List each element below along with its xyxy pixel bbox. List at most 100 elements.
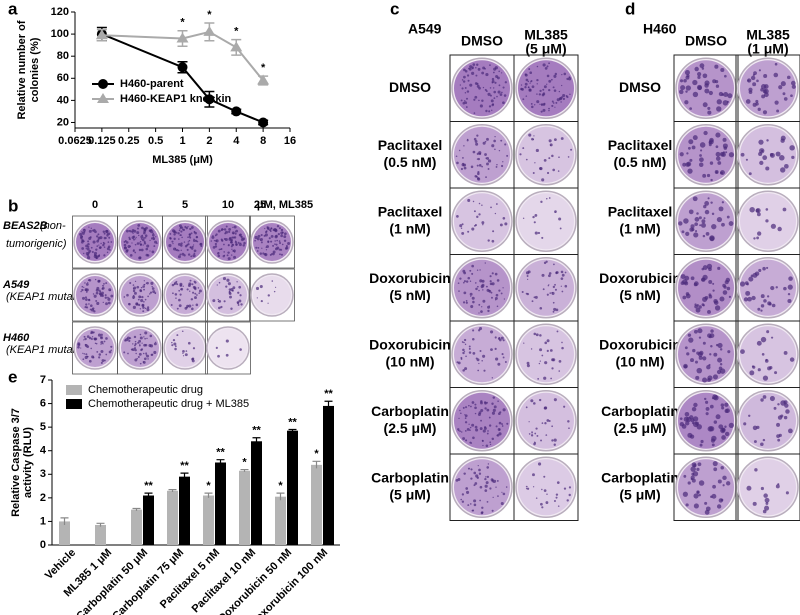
colony — [502, 287, 504, 289]
legend-label: Chemotherapeutic drug — [88, 384, 203, 396]
colony — [685, 85, 691, 91]
colony — [463, 472, 466, 475]
colony — [477, 157, 480, 161]
colony — [554, 288, 557, 291]
colony — [231, 236, 234, 239]
colony — [171, 240, 174, 243]
colony — [464, 87, 467, 89]
colony — [192, 244, 195, 246]
colony — [552, 285, 556, 289]
colony — [491, 377, 494, 379]
colony — [455, 155, 458, 158]
colony — [484, 67, 486, 70]
colony — [493, 97, 496, 100]
colony — [495, 293, 499, 297]
colony — [460, 498, 463, 501]
colony — [498, 70, 500, 73]
colony — [481, 165, 483, 168]
colony — [475, 142, 479, 146]
colony — [720, 170, 725, 176]
row-label: (1 nM) — [389, 220, 430, 236]
colony — [173, 231, 176, 233]
colony — [101, 287, 104, 290]
colony — [100, 343, 102, 345]
colony — [84, 282, 86, 284]
colony — [776, 434, 780, 439]
colony — [728, 152, 735, 158]
colony — [146, 308, 150, 312]
colony — [87, 245, 90, 248]
colony — [466, 427, 470, 431]
colony — [95, 342, 98, 345]
colony — [268, 237, 271, 240]
colony — [484, 140, 487, 143]
colony — [564, 271, 567, 274]
colony — [480, 400, 483, 403]
colony — [482, 289, 484, 291]
colony — [491, 509, 494, 512]
colony — [728, 221, 734, 226]
colony — [146, 337, 148, 340]
error-bar — [132, 507, 141, 511]
colony — [762, 155, 768, 161]
colony — [185, 350, 188, 352]
colony — [748, 90, 753, 95]
cell-line: A549 — [408, 21, 442, 37]
colony — [760, 486, 764, 491]
colony — [469, 426, 472, 429]
colony — [554, 72, 558, 76]
colony — [287, 241, 291, 245]
colony — [748, 276, 754, 282]
panel-letter: e — [8, 367, 17, 386]
colony — [701, 222, 706, 228]
colony — [683, 363, 688, 369]
colony — [233, 225, 237, 229]
point — [257, 74, 270, 85]
colony — [92, 331, 95, 334]
colony — [543, 475, 546, 478]
colony — [132, 343, 134, 345]
colony — [548, 157, 551, 160]
colony — [145, 352, 148, 355]
y-tick-label: 6 — [40, 397, 46, 409]
colony — [128, 230, 131, 232]
colony — [476, 476, 480, 479]
colony — [535, 148, 539, 153]
row-label: (5 nM) — [619, 287, 660, 303]
colony — [489, 441, 492, 444]
colony — [470, 295, 472, 297]
colony — [464, 92, 467, 94]
x-tick-label: 0.0625 — [58, 135, 92, 147]
colony — [191, 307, 194, 311]
colony — [223, 254, 226, 257]
colony — [469, 503, 472, 505]
colony — [496, 279, 500, 282]
colony — [540, 502, 543, 506]
bar — [131, 509, 142, 545]
colony — [536, 65, 539, 68]
well — [737, 323, 799, 385]
colony — [752, 82, 757, 87]
colony — [717, 266, 721, 270]
significance: * — [314, 448, 319, 460]
colony — [483, 401, 487, 404]
colony — [134, 340, 137, 343]
well — [515, 190, 577, 252]
colony — [721, 435, 726, 440]
colony — [558, 359, 562, 363]
colony — [476, 215, 479, 219]
colony — [480, 419, 482, 422]
colony — [702, 377, 708, 383]
colony — [773, 72, 779, 78]
colony — [546, 65, 549, 68]
y-tick-label: 5 — [40, 421, 46, 433]
colony — [141, 348, 144, 351]
colony — [262, 252, 265, 255]
colony — [232, 232, 235, 235]
colony — [88, 303, 90, 305]
colony — [464, 343, 467, 346]
colony — [176, 307, 179, 310]
row-name: A549 — [2, 279, 30, 291]
colony — [173, 342, 177, 346]
